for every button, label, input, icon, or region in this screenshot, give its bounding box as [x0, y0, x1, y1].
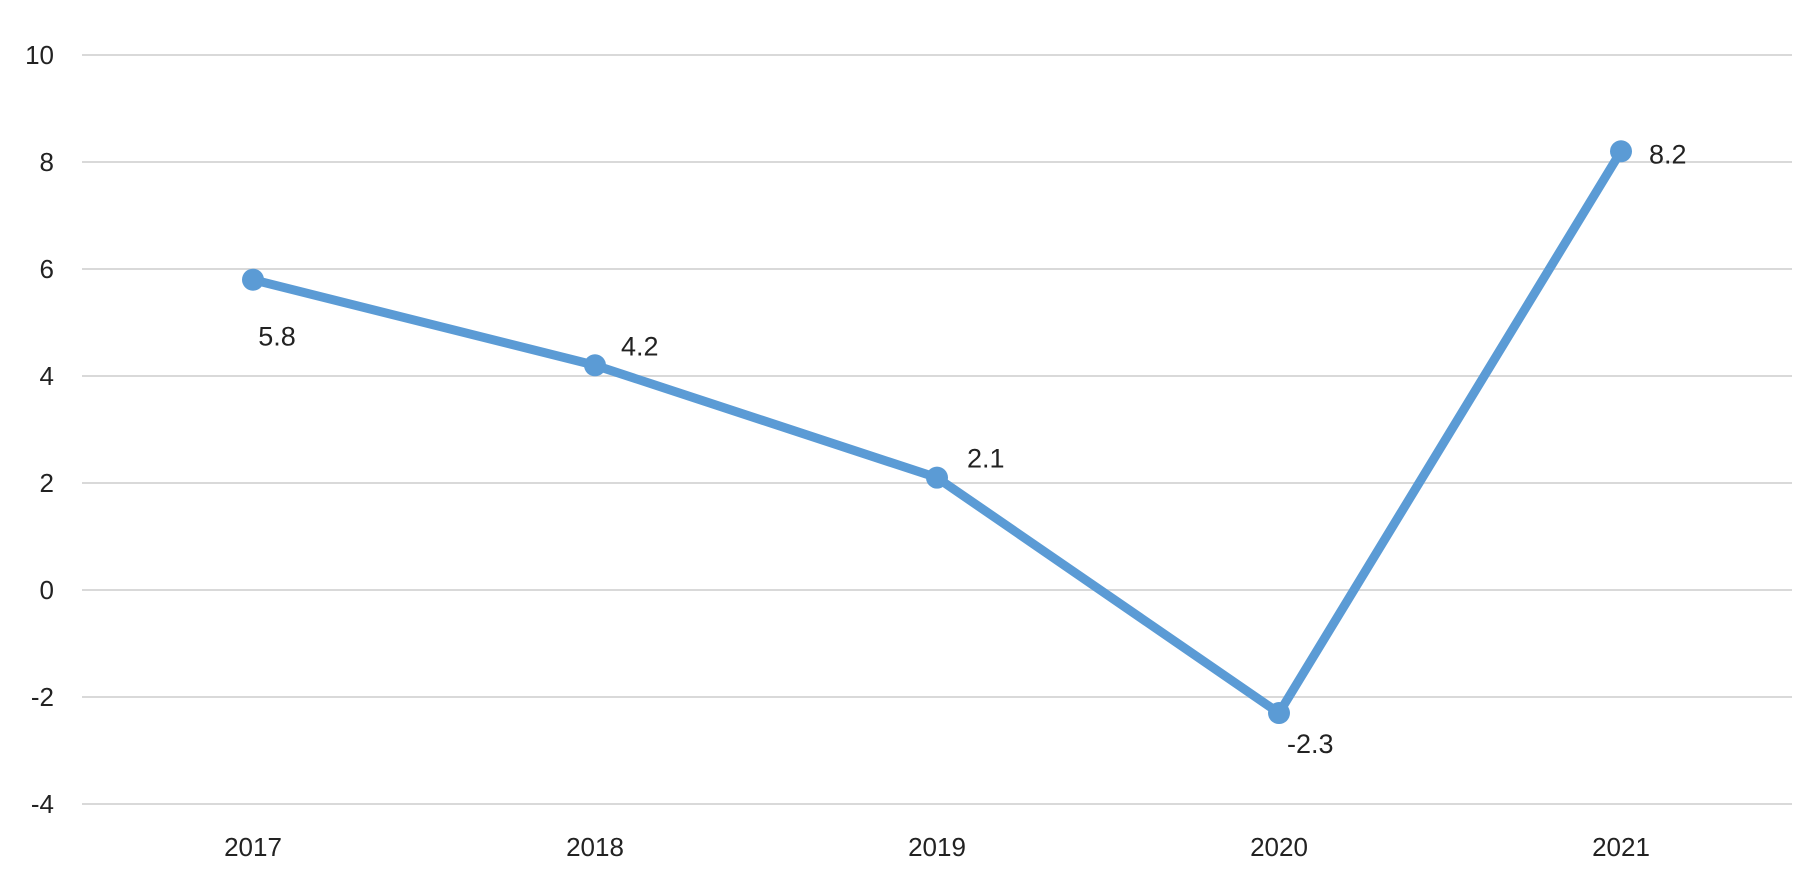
y-tick-label: -2: [31, 682, 54, 712]
gridlines: [82, 54, 1792, 805]
data-label-2021: 8.2: [1649, 139, 1687, 169]
x-axis-tick-labels: 2017 2018 2019 2020 2021: [224, 832, 1650, 862]
series-line: [248, 146, 1626, 718]
y-tick-label: 10: [25, 40, 54, 70]
y-tick-label: 4: [40, 361, 54, 391]
data-label-2018: 4.2: [621, 331, 659, 361]
y-tick-label: 2: [40, 468, 54, 498]
y-tick-label: 6: [40, 254, 54, 284]
x-tick-label: 2017: [224, 832, 282, 862]
data-point-2019: [926, 466, 948, 489]
x-tick-label: 2019: [908, 832, 966, 862]
series-line-group: [242, 140, 1632, 725]
y-tick-label: 8: [40, 147, 54, 177]
data-labels: 5.8 4.2 2.1 -2.3 8.2: [258, 139, 1686, 759]
data-point-2017: [242, 268, 264, 291]
data-label-2019: 2.1: [967, 444, 1005, 474]
data-label-2017: 5.8: [258, 322, 296, 352]
x-tick-label: 2018: [566, 832, 624, 862]
data-point-2018: [584, 354, 606, 377]
data-point-2021: [1610, 140, 1632, 163]
data-point-2020: [1268, 702, 1290, 725]
x-tick-label: 2020: [1250, 832, 1308, 862]
y-axis-tick-labels: 10 8 6 4 2 0 -2 -4: [25, 40, 54, 819]
data-label-2020: -2.3: [1287, 729, 1334, 759]
x-tick-label: 2021: [1592, 832, 1650, 862]
y-tick-label: 0: [40, 575, 54, 605]
y-tick-label: -4: [31, 789, 54, 819]
